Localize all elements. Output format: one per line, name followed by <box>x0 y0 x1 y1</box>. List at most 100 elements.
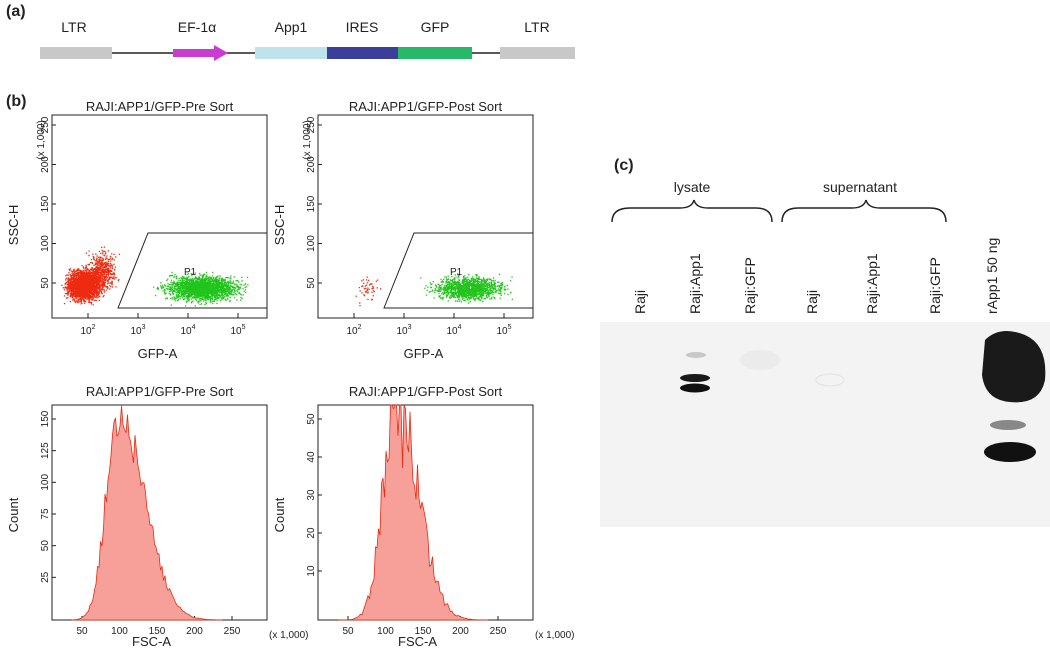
y-tick-label: 20 <box>306 527 317 539</box>
x-tick-label: 150 <box>415 626 432 637</box>
tick-exponent: 5 <box>508 324 512 331</box>
axis-multiplier: (x 1,000) <box>36 120 47 159</box>
element-label: IRES <box>346 19 379 35</box>
blot-band <box>686 352 706 358</box>
tick-base: 10 <box>446 326 458 337</box>
y-axis-label: SSC-H <box>272 205 287 245</box>
x-tick-label: 100 <box>111 626 128 637</box>
y-axis-label: Count <box>272 497 287 532</box>
tick-base: 10 <box>346 326 358 337</box>
x-tick-label: 102 <box>346 324 361 337</box>
blot-band <box>990 420 1026 430</box>
x-tick-label: 104 <box>180 324 195 337</box>
tick-base: 10 <box>180 326 192 337</box>
x-tick-label: 102 <box>80 324 95 337</box>
blot-band <box>680 374 710 382</box>
x-axis-label: GFP-A <box>404 346 444 361</box>
plot-title: RAJI:APP1/GFP-Pre Sort <box>86 384 234 399</box>
x-tick-label: 150 <box>149 626 166 637</box>
lane-label: Raji:GFP <box>927 257 943 314</box>
tick-exponent: 4 <box>458 324 462 331</box>
axis-multiplier: (x 1,000) <box>535 630 574 641</box>
element-label: LTR <box>524 19 549 35</box>
x-tick-label: 200 <box>186 626 203 637</box>
tick-base: 10 <box>496 326 508 337</box>
gate <box>117 232 268 309</box>
western-blot <box>600 322 1050 527</box>
tick-exponent: 3 <box>408 324 412 331</box>
y-tick-label: 250 <box>306 116 317 133</box>
tick-base: 10 <box>80 326 92 337</box>
x-tick-label: 200 <box>452 626 469 637</box>
x-tick-label: 105 <box>496 324 511 337</box>
blot-band <box>982 331 1046 403</box>
x-axis-label: FSC-A <box>398 634 437 649</box>
y-tick-label: 250 <box>40 116 51 133</box>
events-red <box>61 246 121 306</box>
ef1a-arrow <box>173 45 228 61</box>
blot-band <box>984 442 1036 462</box>
lane-label: Raji:App1 <box>687 253 703 314</box>
y-tick-label: 150 <box>40 410 51 427</box>
lane-label: Raji:App1 <box>864 253 880 314</box>
tick-base: 10 <box>230 326 242 337</box>
lane-label: Raji <box>804 290 820 314</box>
tick-exponent: 2 <box>92 324 96 331</box>
lane-label: rApp1 50 ng <box>984 238 1000 314</box>
x-tick-label: 103 <box>130 324 145 337</box>
lane-label: Raji:GFP <box>742 257 758 314</box>
y-tick-label: 50 <box>40 277 51 289</box>
tick-exponent: 5 <box>242 324 246 331</box>
ltr-box <box>40 47 112 59</box>
x-tick-label: 100 <box>377 626 394 637</box>
brace <box>611 199 773 223</box>
y-tick-label: 150 <box>40 195 51 212</box>
blot-smudge <box>740 350 780 370</box>
plot-title: RAJI:APP1/GFP-Post Sort <box>349 99 503 114</box>
app1-box <box>255 47 327 59</box>
blot-smudge <box>815 373 845 387</box>
x-tick-label: 50 <box>76 626 88 637</box>
plot-title: RAJI:APP1/GFP-Pre Sort <box>86 99 234 114</box>
y-tick-label: 25 <box>40 571 51 583</box>
x-tick-label: 105 <box>230 324 245 337</box>
element-label: EF-1α <box>178 19 216 35</box>
y-tick-label: 150 <box>306 195 317 212</box>
x-tick-label: 103 <box>396 324 411 337</box>
gate-label: P1 <box>450 267 463 278</box>
x-axis-label: GFP-A <box>138 346 178 361</box>
ires-box <box>327 47 398 59</box>
plot-frame <box>51 114 268 319</box>
y-axis-label: Count <box>6 497 21 532</box>
plot-frame <box>317 114 534 319</box>
y-tick-label: 50 <box>306 413 317 425</box>
y-tick-label: 10 <box>306 565 317 577</box>
y-axis-label: SSC-H <box>6 205 21 245</box>
blot-band <box>680 383 710 393</box>
tick-base: 10 <box>130 326 142 337</box>
y-tick-label: 100 <box>40 235 51 252</box>
histogram <box>71 405 223 621</box>
panel-label: (c) <box>614 157 634 174</box>
gfp-box <box>398 47 472 59</box>
y-tick-label: 75 <box>40 508 51 520</box>
element-label: App1 <box>275 19 308 35</box>
x-tick-label: 250 <box>224 626 241 637</box>
events-green <box>153 271 249 307</box>
histogram <box>338 404 489 621</box>
panel-label: (b) <box>6 93 26 110</box>
axis-multiplier: (x 1,000) <box>302 120 313 159</box>
gate <box>383 232 534 309</box>
tick-base: 10 <box>396 326 408 337</box>
tick-exponent: 3 <box>142 324 146 331</box>
lane-labels: Raji Raji:App1 Raji:GFP Raji Raji:App1 Raji:G… <box>632 238 1000 314</box>
axis-multiplier: (x 1,000) <box>269 630 308 641</box>
y-tick-label: 100 <box>40 474 51 491</box>
group-label: supernatant <box>823 179 897 195</box>
panel-label: (a) <box>6 3 26 20</box>
x-tick-label: 104 <box>446 324 461 337</box>
y-tick-label: 125 <box>40 442 51 459</box>
y-tick-label: 50 <box>40 540 51 552</box>
brace <box>781 199 947 223</box>
